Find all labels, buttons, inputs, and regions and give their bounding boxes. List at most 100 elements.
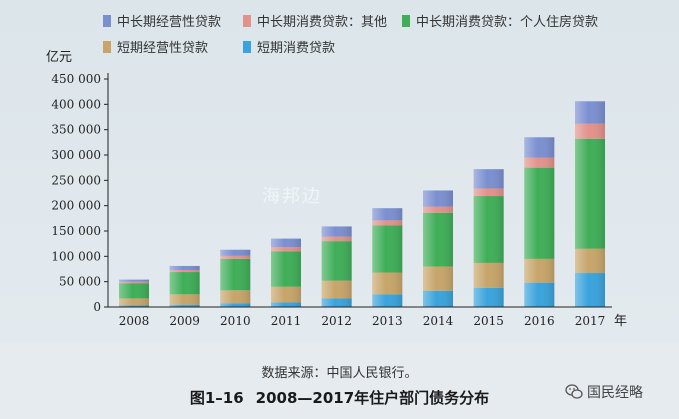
bar-shading xyxy=(524,167,555,259)
bar-shading xyxy=(524,137,555,158)
bar-shading xyxy=(372,225,403,273)
bar-shading xyxy=(473,287,504,307)
bar-shading xyxy=(423,266,453,291)
y-tick-label: 200 000 xyxy=(51,199,101,213)
y-tick-label: 350 000 xyxy=(51,123,101,137)
caption-area: 数据来源：中国人民银行。 图1–16 2008—2017年住户部门债务分布 国民经… xyxy=(0,342,679,419)
legend-label-中长期消费贷款-个人住房贷款: 中长期消费贷款：个人住房贷款 xyxy=(416,14,598,30)
y-tick-label: 0 xyxy=(93,300,101,314)
bar-shading xyxy=(119,298,149,306)
bar-shading xyxy=(524,282,555,307)
bar-shading xyxy=(271,286,301,303)
legend-swatch-中长期经营性贷款 xyxy=(103,15,111,27)
bar-shading xyxy=(321,280,352,299)
bar-shading xyxy=(169,272,200,295)
bar-shading xyxy=(271,251,301,287)
legend-swatch-中长期消费贷款-其他 xyxy=(243,15,251,27)
bar-shading xyxy=(220,303,251,307)
bar-stack-2011 xyxy=(271,238,301,307)
legend-label-中长期消费贷款-其他: 中长期消费贷款：其他 xyxy=(257,15,387,30)
figure-number: 图1–16 xyxy=(189,389,244,407)
y-tick-label: 50 000 xyxy=(59,275,101,289)
legend-label-短期经营性贷款: 短期经营性贷款 xyxy=(117,41,208,56)
x-axis-unit: 年 xyxy=(614,314,627,329)
bar-shading xyxy=(423,290,453,307)
y-axis-unit: 亿元 xyxy=(46,50,72,65)
bars xyxy=(119,101,605,307)
bar-shading xyxy=(473,196,504,263)
bar-shading xyxy=(575,101,605,124)
x-tick-label-2015: 2015 xyxy=(473,314,504,328)
bar-shading xyxy=(575,273,605,307)
x-tick-label-2008: 2008 xyxy=(119,314,150,328)
x-tick-label-2011: 2011 xyxy=(271,314,302,328)
bar-stack-2014 xyxy=(423,190,453,307)
bar-shading xyxy=(575,138,605,249)
x-tick-label-2012: 2012 xyxy=(321,314,352,328)
bar-shading xyxy=(119,279,149,282)
chart-area: 中长期经营性贷款 中长期消费贷款：其他 中长期消费贷款：个人住房贷款短期经营性贷款 短… xyxy=(0,0,679,342)
publisher-name: 国民经略 xyxy=(587,385,643,401)
bar-stack-2012 xyxy=(321,226,352,307)
watermark: 海邦边 xyxy=(262,186,322,207)
bar-shading xyxy=(220,249,251,256)
y-tick-label: 100 000 xyxy=(51,249,101,263)
bar-shading xyxy=(423,212,453,267)
bar-shading xyxy=(271,238,301,248)
bar-stack-2015 xyxy=(473,169,504,307)
bar-stack-2009 xyxy=(169,265,200,307)
bar-shading xyxy=(372,208,403,221)
bar-shading xyxy=(119,281,149,284)
bar-shading xyxy=(321,236,352,242)
legend-swatch-中长期消费贷款-个人住房贷款 xyxy=(402,15,410,27)
x-tick-label-2009: 2009 xyxy=(169,314,200,328)
bar-shading xyxy=(423,206,453,213)
bar-stack-2017 xyxy=(575,101,605,307)
x-tick-label-2016: 2016 xyxy=(524,314,555,328)
x-axis: 2008 2009 2010 2011 2012 2013 2014 2015 2016 2017… xyxy=(108,306,627,329)
bar-shading xyxy=(575,123,605,139)
bar-shading xyxy=(423,190,453,207)
bar-shading xyxy=(524,157,555,168)
bar-shading xyxy=(473,169,504,189)
bar-shading xyxy=(575,248,605,274)
bar-shading xyxy=(220,290,251,304)
x-tick-label-2014: 2014 xyxy=(423,314,454,328)
legend-label-短期消费贷款: 短期消费贷款 xyxy=(257,41,335,56)
x-tick-label-2013: 2013 xyxy=(372,314,403,328)
bar-shading xyxy=(473,262,504,288)
wechat-icon xyxy=(565,384,583,399)
bar-shading xyxy=(321,298,352,307)
bar-shading xyxy=(169,265,200,271)
y-tick-label: 250 000 xyxy=(51,173,101,187)
bar-shading xyxy=(372,220,403,226)
publisher-mark: 国民经略 xyxy=(565,382,643,402)
figure-title-text: 2008—2017年住户部门债务分布 xyxy=(255,389,490,407)
bar-shading xyxy=(220,258,251,291)
bar-shading xyxy=(169,304,200,307)
bar-shading xyxy=(321,226,352,237)
y-tick-label: 150 000 xyxy=(51,224,101,238)
legend-swatch-短期经营性贷款 xyxy=(103,41,111,53)
legend-swatch-短期消费贷款 xyxy=(243,41,251,53)
x-tick-label-2010: 2010 xyxy=(220,314,251,328)
bar-shading xyxy=(524,258,555,283)
bar-stack-2013 xyxy=(372,208,403,307)
bar-shading xyxy=(372,294,403,307)
bar-shading xyxy=(169,294,200,305)
y-tick-label: 300 000 xyxy=(51,148,101,162)
y-axis: 0 50 000 100 000 150 000 200 000 250 000 300 0… xyxy=(51,72,109,314)
bar-stack-2016 xyxy=(524,137,555,307)
bar-shading xyxy=(271,247,301,252)
legend-label-中长期经营性贷款: 中长期经营性贷款 xyxy=(117,15,221,30)
bar-shading xyxy=(473,188,504,197)
bar-stack-2008 xyxy=(119,279,149,307)
bar-stack-2010 xyxy=(220,249,251,307)
bar-shading xyxy=(119,283,149,299)
bar-shading xyxy=(372,272,403,295)
bar-shading xyxy=(271,302,301,307)
bar-shading xyxy=(119,305,149,307)
figure-title: 图1–16 2008—2017年住户部门债务分布 xyxy=(0,387,679,408)
